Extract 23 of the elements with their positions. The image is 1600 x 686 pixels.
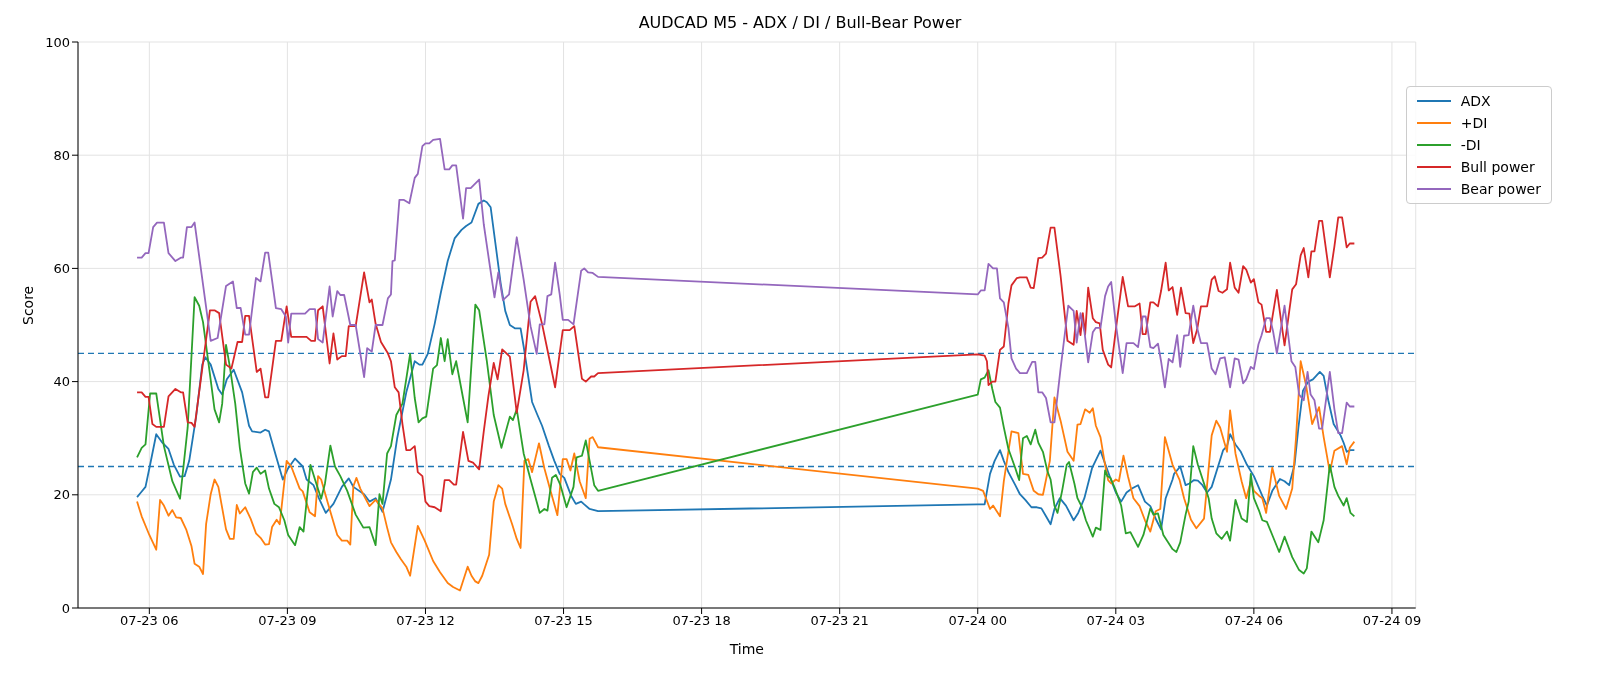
y-tick-label: 0	[61, 600, 70, 616]
x-axis-title: Time	[728, 641, 764, 657]
x-tick-label: 07-23 06	[120, 613, 179, 629]
chart-title: AUDCAD M5 - ADX / DI / Bull-Bear Power	[638, 13, 962, 32]
legend-label: Bull power	[1460, 159, 1535, 175]
x-tick-label: 07-23 09	[258, 613, 317, 629]
y-tick-label: 80	[53, 147, 70, 163]
y-tick-label: 40	[53, 374, 70, 390]
x-tick-label: 07-24 03	[1086, 613, 1146, 629]
legend-label: ADX	[1460, 93, 1491, 109]
x-tick-label: 07-24 00	[948, 613, 1007, 629]
legend-label: +DI	[1460, 115, 1488, 131]
y-axis-title: Score	[19, 285, 36, 325]
y-tick-label: 20	[53, 487, 70, 503]
x-tick-label: 07-23 12	[396, 613, 455, 629]
legend-label: -DI	[1460, 137, 1481, 153]
legend-label: Bear power	[1460, 181, 1541, 197]
x-tick-label: 07-24 06	[1224, 613, 1284, 629]
x-tick-label: 07-24 09	[1362, 613, 1422, 629]
x-tick-label: 07-23 21	[810, 613, 869, 629]
x-tick-label: 07-23 18	[672, 613, 731, 629]
x-tick-label: 07-23 15	[534, 613, 593, 629]
y-tick-label: 60	[53, 261, 70, 277]
